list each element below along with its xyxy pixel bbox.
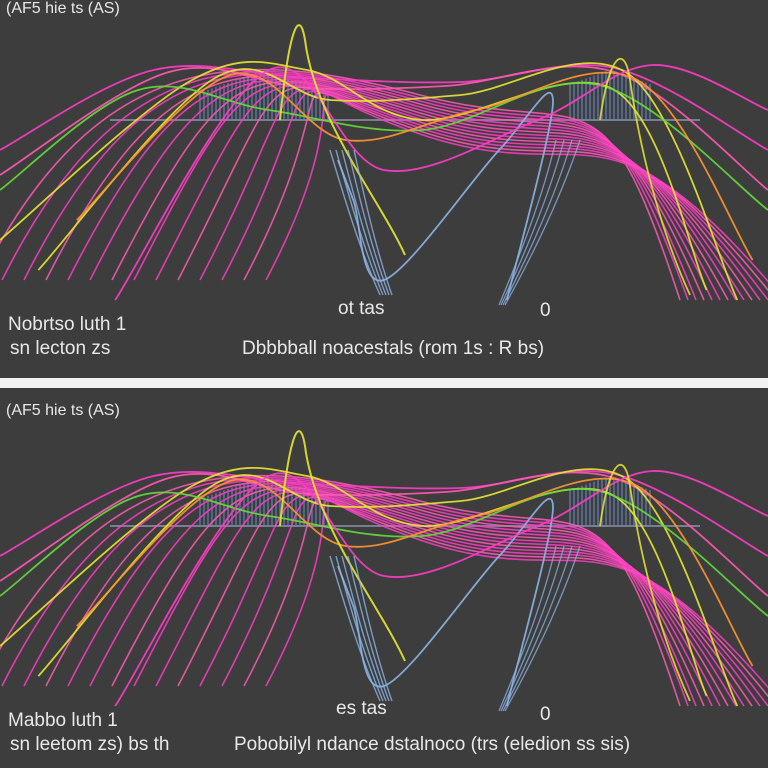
- tower-2: [569, 70, 651, 120]
- blue-cable-right-3: [500, 139, 565, 306]
- center-label-top: ot tas: [338, 298, 385, 319]
- left-label-2-top: sn lecton zs: [10, 338, 111, 359]
- blue-cable-right-4: [498, 545, 557, 712]
- chart-panel-bottom: (AF5 hie ts (AS) es tas 0 Mabbo luth 1 s…: [0, 388, 768, 768]
- blue-cable-1: [329, 149, 381, 296]
- arc-fan: [0, 474, 768, 707]
- blue-cable-3: [341, 149, 387, 296]
- peak-spike: [279, 24, 406, 256]
- series-line-6: [76, 477, 754, 667]
- tower-2: [569, 476, 651, 526]
- chart-title-bottom: (AF5 hie ts (AS): [6, 402, 120, 419]
- blue-cable-right-4: [498, 139, 557, 306]
- series-line-1: [0, 470, 768, 557]
- series-line-6: [76, 71, 754, 261]
- blue-cable-right-1: [504, 545, 581, 712]
- blue-cable-right-3: [500, 545, 565, 712]
- series-line-8: [114, 470, 768, 707]
- chart-title-top: (AF5 hie ts (AS): [6, 0, 120, 17]
- blue-cable-right-2: [502, 545, 573, 712]
- series-line-7: [337, 91, 554, 301]
- blue-cable-right-2: [502, 139, 573, 306]
- series-line-3: [0, 60, 708, 291]
- right-label-bottom: 0: [540, 704, 551, 725]
- series-line-2: [0, 471, 768, 597]
- peak-spike-right: [599, 57, 691, 296]
- right-label-top: 0: [540, 300, 551, 321]
- panel-divider: [0, 378, 768, 388]
- plot-area-bottom: [0, 430, 768, 712]
- center-label-bottom: es tas: [336, 698, 387, 719]
- left-label-2-bottom: sn leetom zs) bs th: [10, 734, 170, 755]
- blue-cable-5: [353, 149, 393, 296]
- blue-cable-5: [353, 555, 393, 702]
- x-axis-label-top: Dbbbball noacestals (rom 1s : R bs): [242, 338, 545, 359]
- series-line-3: [0, 466, 708, 697]
- blue-cable-4: [347, 555, 390, 702]
- peak-spike-right: [599, 463, 691, 702]
- blue-cable-2: [335, 149, 384, 296]
- x-axis-label-bottom: Pobobilyl ndance dstalnoco (trs (eledion…: [234, 734, 631, 755]
- peak-spike: [279, 430, 406, 662]
- plot-area-top: [0, 24, 768, 306]
- blue-cable-3: [341, 555, 387, 702]
- left-label-1-bottom: Mabbo luth 1: [8, 710, 118, 731]
- series-line-7: [337, 497, 554, 707]
- arc-fan: [0, 68, 768, 301]
- left-label-1-top: Nobrtso luth 1: [8, 314, 127, 335]
- blue-cable-right-1: [504, 139, 581, 306]
- blue-cable-4: [347, 149, 390, 296]
- blue-cable-2: [335, 555, 384, 702]
- series-line-1: [0, 64, 768, 151]
- chart-panel-top: (AF5 hie ts (AS) ot tas 0 Nobrtso luth 1…: [0, 0, 768, 378]
- blue-cable-1: [329, 555, 381, 702]
- series-line-8: [114, 64, 768, 301]
- series-line-2: [0, 65, 768, 191]
